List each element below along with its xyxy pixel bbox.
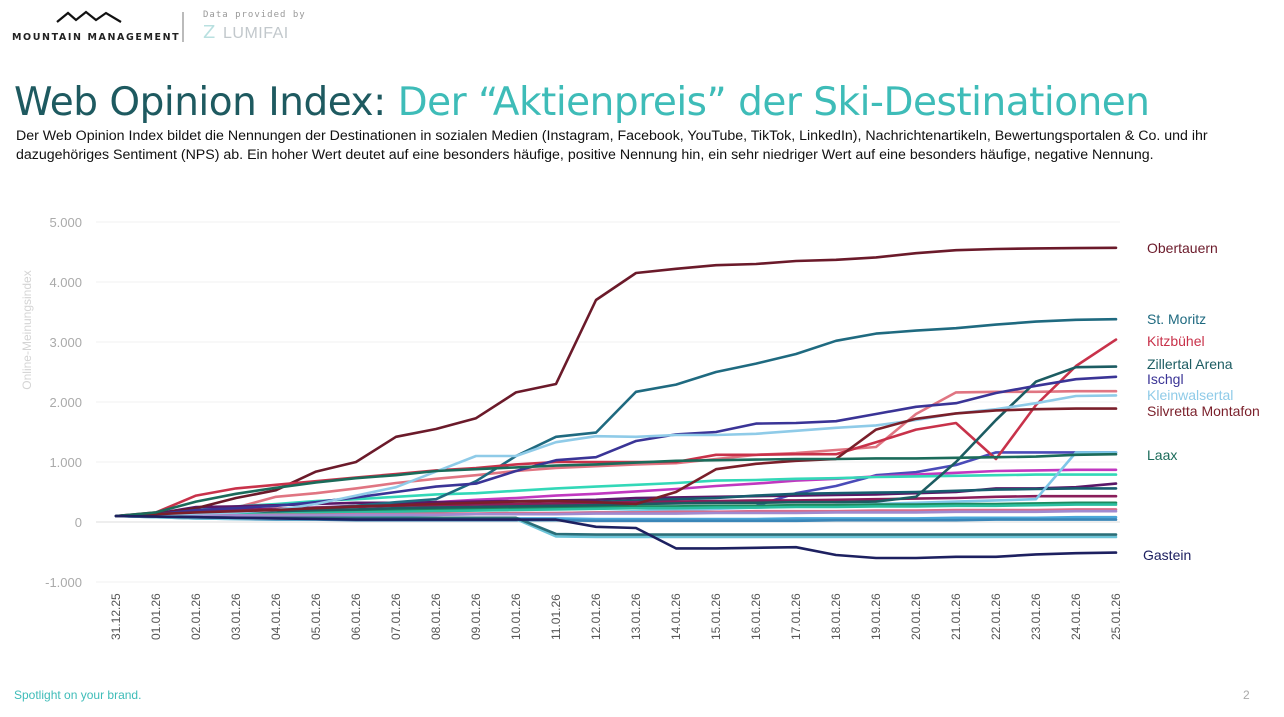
- x-tick-label: 17.01.26: [789, 593, 803, 640]
- footer-tagline: Spotlight on your brand.: [14, 688, 142, 702]
- x-tick-label: 01.01.26: [149, 593, 163, 640]
- page-number: 2: [1243, 688, 1250, 702]
- series-label: Gastein: [1143, 547, 1191, 563]
- series-label: Kitzbühel: [1147, 333, 1205, 349]
- y-tick-label: 0: [75, 515, 82, 530]
- series-line: [114, 389, 1118, 518]
- x-tick-label: 14.01.26: [669, 593, 683, 640]
- x-tick-label: 21.01.26: [949, 593, 963, 640]
- x-tick-label: 15.01.26: [709, 593, 723, 640]
- x-tick-label: 04.01.26: [269, 593, 283, 640]
- series-line: [114, 338, 1118, 518]
- data-provided-label: Data provided by: [203, 10, 306, 20]
- title-accent: Der “Aktienpreis” der Ski-Destinationen: [397, 80, 1150, 125]
- description-text: Der Web Opinion Index bildet die Nennung…: [16, 128, 1208, 163]
- series-line: [114, 514, 1118, 560]
- x-tick-label: 07.01.26: [389, 593, 403, 640]
- series-label: Obertauern: [1147, 240, 1218, 256]
- title-main: Web Opinion Index:: [14, 80, 386, 125]
- series-line: [114, 503, 1118, 518]
- series-label: Zillertal Arena: [1147, 356, 1233, 372]
- x-tick-label: 18.01.26: [829, 593, 843, 640]
- series-label: Ischgl: [1147, 371, 1184, 387]
- x-tick-label: 03.01.26: [229, 593, 243, 640]
- y-tick-label: 4.000: [49, 275, 82, 290]
- x-tick-label: 12.01.26: [589, 593, 603, 640]
- mountain-logo-icon: [56, 10, 122, 23]
- x-tick-label: 02.01.26: [189, 593, 203, 640]
- lumifai-name: LUMIFAI: [223, 25, 289, 42]
- series-line: [114, 375, 1118, 518]
- x-tick-label: 13.01.26: [629, 593, 643, 640]
- x-tick-label: 10.01.26: [509, 593, 523, 640]
- page-title: Web Opinion Index: Der “Aktienpreis” der…: [14, 80, 1150, 125]
- series-label: St. Moritz: [1147, 311, 1206, 327]
- x-tick-label: 19.01.26: [869, 593, 883, 640]
- x-tick-label: 05.01.26: [309, 593, 323, 640]
- x-tick-label: 11.01.26: [549, 594, 563, 640]
- x-tick-label: 25.01.26: [1109, 593, 1123, 640]
- x-tick-label: 06.01.26: [349, 593, 363, 640]
- x-tick-label: 08.01.26: [429, 593, 443, 640]
- series-line: [114, 509, 1118, 518]
- x-tick-label: 31.12.25: [109, 593, 123, 640]
- lumifai-z-icon: Z: [203, 22, 216, 43]
- series-label: Laax: [1147, 447, 1177, 463]
- y-tick-label: 1.000: [49, 455, 82, 470]
- x-tick-label: 23.01.26: [1029, 593, 1043, 640]
- series-label: Kleinwalsertal: [1147, 387, 1233, 403]
- mountain-management-logo: MOUNTAIN MANAGEMENT: [12, 10, 179, 46]
- line-chart: -1.000 0 1.000 2.000 3.000 4.000 5.000 Online-M…: [20, 215, 1260, 640]
- header-divider: [182, 12, 184, 42]
- x-tick-label: 24.01.26: [1069, 593, 1083, 640]
- y-tick-label: 3.000: [49, 335, 82, 350]
- y-tick-label: 2.000: [49, 395, 82, 410]
- series-line: [114, 452, 1118, 518]
- series-label: Silvretta Montafon: [1147, 403, 1260, 419]
- series-line: [114, 407, 1118, 518]
- x-tick-label: 22.01.26: [989, 593, 1003, 640]
- x-tick-label: 20.01.26: [909, 593, 923, 640]
- y-tick-label: -1.000: [45, 575, 82, 590]
- x-tick-label: 16.01.26: [749, 593, 763, 640]
- series-line: [114, 473, 1118, 518]
- logo-text: MOUNTAIN MANAGEMENT: [12, 32, 181, 43]
- y-axis-label: Online-Meinungsindex: [20, 270, 34, 389]
- y-tick-label: 5.000: [49, 215, 82, 230]
- x-tick-label: 09.01.26: [469, 593, 483, 640]
